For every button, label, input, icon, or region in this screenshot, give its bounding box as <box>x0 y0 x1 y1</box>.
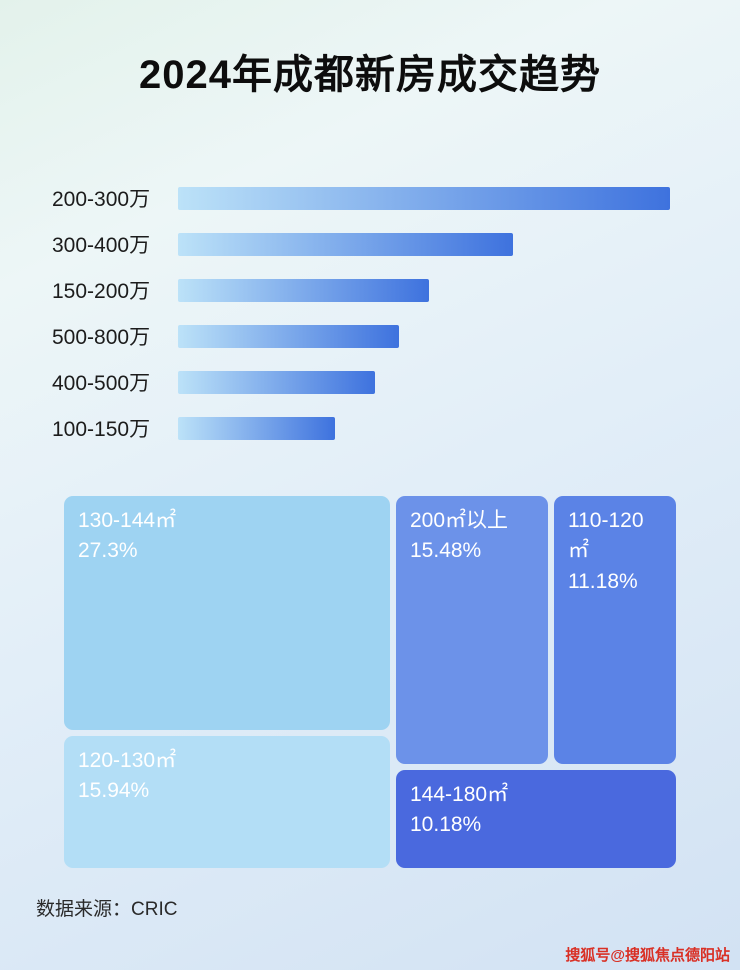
treemap-label: 200㎡以上 <box>410 509 509 532</box>
bar-track <box>178 278 670 302</box>
bar-category-label: 200-300万 <box>52 188 151 211</box>
treemap-value: 15.48% <box>410 539 482 563</box>
bar-row: 150-200万 <box>52 278 670 303</box>
treemap-label: 120-130㎡ <box>78 749 177 772</box>
bar-category-label: 400-500万 <box>52 372 151 395</box>
watermark: 搜狐号@搜狐焦点德阳站 <box>565 947 730 964</box>
treemap-box-110-120: 110-120㎡ 11.18% <box>554 496 676 764</box>
bar <box>178 186 670 210</box>
bar-row: 100-150万 <box>52 416 670 441</box>
treemap-box-130-144: 130-144㎡ 27.3% <box>64 496 390 730</box>
treemap-box-144-180: 144-180㎡ 10.18% <box>396 770 676 868</box>
bar-track <box>178 232 670 256</box>
treemap-label: 110-120㎡ <box>568 509 644 563</box>
bar-track <box>178 370 670 394</box>
treemap-box-200-plus: 200㎡以上 15.48% <box>396 496 548 764</box>
bar <box>178 232 513 256</box>
bar-row: 300-400万 <box>52 232 670 257</box>
bar-category-label: 500-800万 <box>52 326 151 349</box>
bar-track <box>178 186 670 210</box>
bar-row: 200-300万 <box>52 186 670 211</box>
treemap-value: 27.3% <box>78 539 138 563</box>
treemap: 130-144㎡ 27.3% 120-130㎡ 15.94% 200㎡以上 15… <box>64 496 676 868</box>
data-source: 数据来源：CRIC <box>36 899 178 920</box>
bar-row: 400-500万 <box>52 370 670 395</box>
treemap-value: 15.94% <box>78 779 150 803</box>
treemap-value: 10.18% <box>410 813 482 837</box>
bar <box>178 324 400 348</box>
treemap-label: 130-144㎡ <box>78 509 177 532</box>
page-title: 2024年成都新房成交趋势 <box>139 53 601 97</box>
bar-track <box>178 324 670 348</box>
bar-category-label: 100-150万 <box>52 418 151 441</box>
bar <box>178 370 375 394</box>
treemap-value: 11.18% <box>568 569 638 593</box>
bar-chart: 200-300万 300-400万 150-200万 500-800万 400-500万… <box>52 186 670 462</box>
treemap-box-120-130: 120-130㎡ 15.94% <box>64 736 390 868</box>
bar <box>178 278 429 302</box>
bar-category-label: 150-200万 <box>52 280 151 303</box>
bar-row: 500-800万 <box>52 324 670 349</box>
bar-track <box>178 416 670 440</box>
bar <box>178 416 336 440</box>
bar-category-label: 300-400万 <box>52 234 151 257</box>
treemap-label: 144-180㎡ <box>410 783 509 806</box>
